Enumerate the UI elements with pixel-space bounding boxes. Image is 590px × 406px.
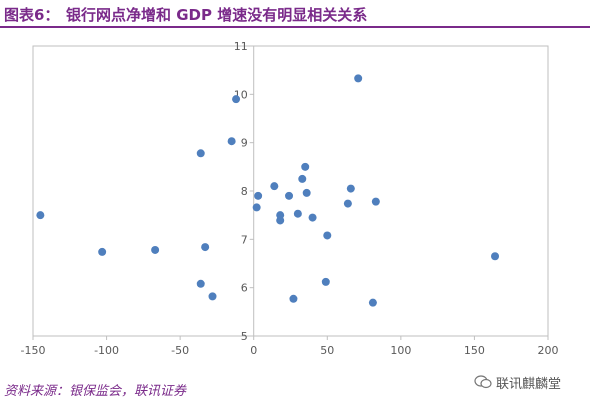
figure-label: 图表6：: [4, 6, 60, 24]
watermark: 联讯麒麟堂: [474, 372, 561, 392]
data-point: [301, 162, 310, 171]
x-tick-label: -50: [171, 344, 189, 357]
data-point: [201, 243, 210, 252]
data-point: [323, 231, 332, 240]
x-tick-label: 0: [250, 344, 257, 357]
data-point: [254, 191, 263, 200]
header-divider: [0, 26, 590, 28]
data-point: [298, 174, 307, 183]
data-point: [371, 197, 380, 206]
figure-title: 银行网点净增和 GDP 增速没有明显相关关系: [66, 6, 368, 24]
y-tick-label: 6: [241, 282, 248, 295]
x-tick-label: -150: [21, 344, 46, 357]
data-point: [276, 216, 285, 225]
data-point: [270, 182, 279, 191]
x-tick-label: 50: [320, 344, 334, 357]
y-tick-label: 8: [241, 185, 248, 198]
data-point: [208, 292, 217, 301]
data-point: [285, 191, 294, 200]
plot-area-frame: [32, 45, 549, 337]
data-point: [196, 279, 205, 288]
wechat-icon: [474, 375, 492, 389]
data-point: [354, 74, 363, 83]
data-point: [289, 294, 298, 303]
data-point: [98, 247, 107, 256]
figure-header: 图表6： 银行网点净增和 GDP 增速没有明显相关关系: [4, 4, 586, 28]
data-point: [36, 211, 45, 220]
data-point: [293, 209, 302, 218]
data-point: [227, 137, 236, 146]
data-point: [491, 252, 500, 261]
data-point: [368, 298, 377, 307]
data-point: [343, 199, 352, 208]
data-point: [308, 213, 317, 222]
data-point: [346, 184, 355, 193]
data-point: [196, 149, 205, 158]
data-point: [302, 188, 311, 197]
x-tick-label: -100: [94, 344, 119, 357]
x-tick-label: 200: [538, 344, 559, 357]
data-point: [151, 245, 160, 254]
data-point: [232, 95, 241, 104]
y-tick-label: 9: [241, 137, 248, 150]
data-point: [252, 203, 261, 212]
source-note: 资料来源：银保监会，联讯证券: [4, 384, 187, 399]
y-tick-label: 11: [234, 40, 248, 53]
y-tick-label: 5: [241, 330, 248, 343]
y-tick-label: 7: [241, 233, 248, 246]
watermark-text: 联讯麒麟堂: [496, 376, 562, 392]
x-tick-label: 150: [464, 344, 485, 357]
data-point: [321, 277, 330, 286]
x-tick-label: 100: [390, 344, 411, 357]
